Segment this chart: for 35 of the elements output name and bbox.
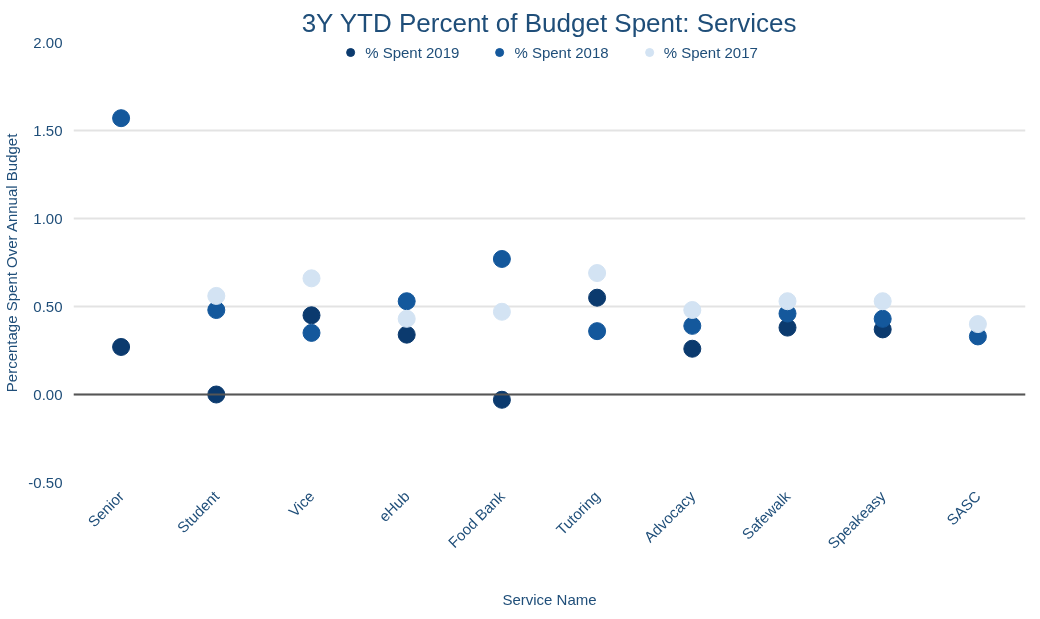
point (588, 322, 607, 341)
y-axis-title: Percentage Spent Over Annual Budget (3, 132, 21, 393)
y-tick-label: 0.00 (33, 385, 63, 403)
x-axis-title: Service Name (502, 590, 597, 608)
point (968, 315, 987, 334)
chart-title: 3Y YTD Percent of Budget Spent: Services (301, 7, 797, 38)
y-tick-label: 2.00 (33, 33, 63, 51)
point (302, 269, 321, 288)
point (397, 292, 416, 311)
point (397, 325, 416, 344)
point (112, 338, 131, 356)
y-tick-label: 1.00 (33, 209, 63, 227)
point (683, 316, 702, 335)
y-tick-label: -0.50 (28, 473, 63, 491)
point (207, 301, 226, 319)
point (302, 306, 321, 325)
point (397, 309, 416, 328)
point (873, 309, 892, 328)
legend-label: % Spent 2017 (663, 43, 758, 61)
point (588, 264, 607, 283)
point (302, 323, 321, 342)
point (778, 292, 797, 311)
point (683, 301, 702, 319)
point (683, 339, 702, 358)
point (588, 288, 607, 307)
x-tick-label: Vice (285, 487, 318, 520)
point (873, 292, 892, 311)
legend-label: % Spent 2018 (514, 43, 609, 61)
y-tick-label: 1.50 (33, 121, 63, 139)
y-tick-label: 0.50 (33, 297, 63, 315)
point (207, 286, 226, 305)
legend-label: % Spent 2019 (365, 43, 460, 61)
point (112, 109, 131, 128)
point (492, 302, 511, 321)
point (492, 250, 511, 268)
